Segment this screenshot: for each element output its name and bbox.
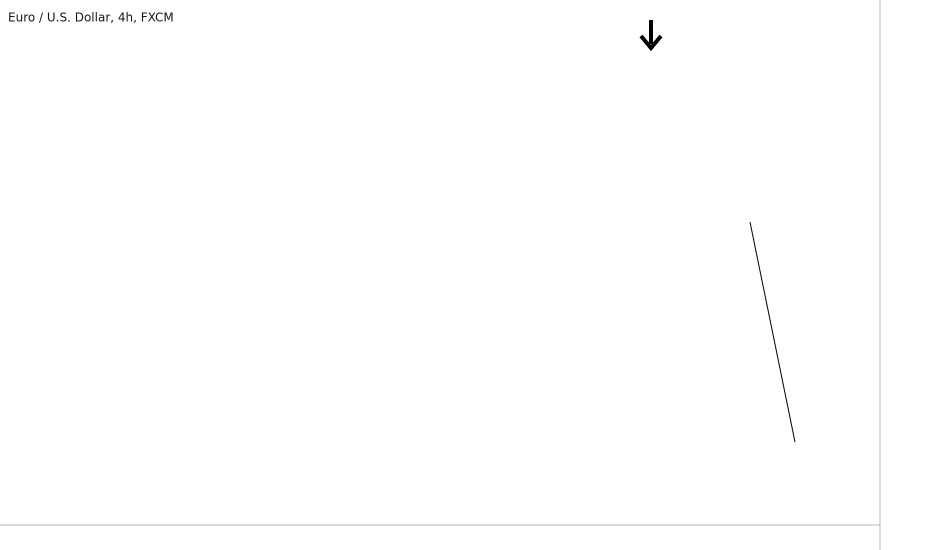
chart-title: Euro / U.S. Dollar, 4h, FXCM <box>8 11 174 25</box>
trend-line <box>749 221 796 443</box>
arrow-down-icon <box>639 20 663 52</box>
